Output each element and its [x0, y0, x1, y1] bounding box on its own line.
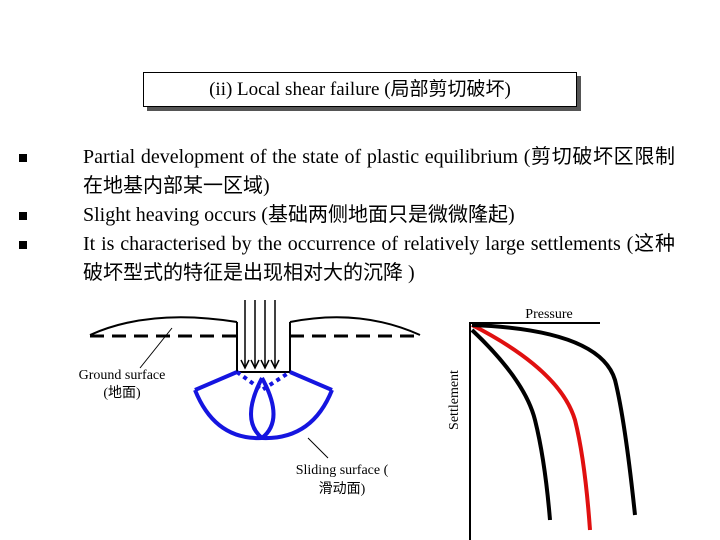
pointer [307, 437, 329, 459]
heave-curve [289, 316, 421, 336]
load-arrows [240, 300, 280, 370]
bullet-marker [19, 212, 27, 220]
footing [236, 322, 291, 373]
bullet: Slight heaving occurs (基础两侧地面只是微微隆起) [19, 201, 675, 230]
pointer [139, 327, 173, 369]
sliding-label: Sliding surface ( [296, 463, 389, 478]
bullet-text: It is characterised by the occurrence of… [83, 233, 675, 284]
ground-label: (地面) [103, 385, 141, 401]
ground-label: Ground surface [79, 368, 166, 383]
bullet: It is characterised by the occurrence of… [19, 230, 675, 288]
bullet-text: Partial development of the state of plas… [83, 146, 675, 197]
curve [470, 328, 552, 521]
curve [471, 323, 637, 516]
heave-curve [89, 316, 238, 336]
bullet-marker [19, 241, 27, 249]
sliding-label: 滑动面) [319, 480, 366, 497]
slide-title: (ii) Local shear failure (局部剪切破坏) [143, 72, 577, 107]
settlement-label: Settlement [447, 370, 462, 430]
bullet-list: Partial development of the state of plas… [19, 143, 675, 288]
curve [471, 323, 592, 531]
bullet-marker [19, 154, 27, 162]
bullet: Partial development of the state of plas… [19, 143, 675, 201]
bullet-text: Slight heaving occurs (基础两侧地面只是微微隆起) [83, 204, 515, 226]
sliding-surface [193, 370, 334, 441]
pressure-label: Pressure [525, 307, 572, 322]
